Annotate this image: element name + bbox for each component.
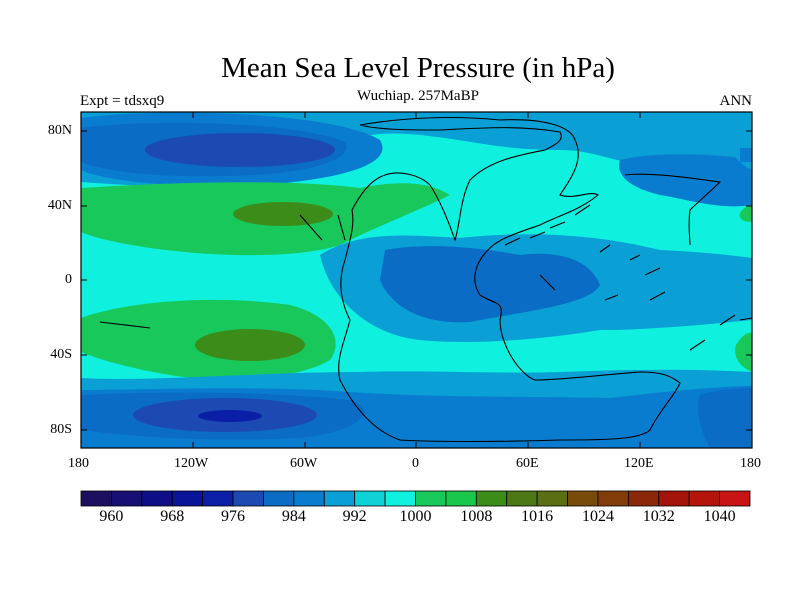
lon-tick-label: 120E (624, 456, 654, 471)
siberia-low (619, 154, 752, 207)
lat-tick-label: 40S (50, 347, 72, 362)
colorbar-swatch (384, 490, 416, 507)
colorbar-swatch (658, 490, 690, 507)
colorbar-swatch (567, 490, 599, 507)
colorbar-swatch (688, 490, 720, 507)
coastlines (99, 116, 753, 443)
east-coastline (624, 173, 722, 246)
colorbar-tick-label: 976 (221, 508, 246, 525)
colorbar-tick-label: 984 (281, 508, 306, 525)
colorbar-swatch (354, 490, 386, 507)
lat-tick-label: 40N (47, 198, 72, 213)
colorbar-swatch (597, 490, 629, 507)
lat-tick-label: 0 (65, 272, 72, 287)
north-pacific-low (145, 133, 335, 167)
colorbar-tick-label: 1032 (642, 508, 675, 525)
colorbar-swatch (232, 490, 264, 507)
east-high-indian (735, 332, 752, 372)
colorbar-swatch (202, 490, 234, 507)
colorbar-swatch (536, 490, 568, 507)
colorbar-swatch (415, 490, 447, 507)
corner-low (740, 148, 752, 162)
colorbar-tick-label: 992 (342, 508, 367, 525)
colorbar-swatch (475, 490, 508, 507)
lon-tick-label: 60W (290, 456, 318, 471)
colorbar-swatch (80, 490, 112, 507)
map-title: Mean Sea Level Pressure (in hPa) (221, 52, 615, 84)
axis-ticks (81, 112, 752, 448)
colorbar-tick-label: 1024 (581, 508, 614, 525)
lon-tick-label: 180 (740, 456, 761, 471)
southern-ocean-low-core (198, 410, 262, 422)
lat-tick-label: 80S (50, 422, 72, 437)
colorbar (80, 490, 751, 507)
colorbar-swatch (323, 490, 356, 507)
colorbar-swatch (111, 490, 143, 507)
north-pacific-high (233, 202, 333, 226)
colorbar-tick-label: 1000 (399, 508, 432, 525)
colorbar-swatch (293, 490, 325, 507)
colorbar-swatch (263, 490, 295, 507)
lon-tick-label: 0 (412, 456, 419, 471)
lat-tick-label: 80N (47, 123, 72, 138)
lon-tick-label: 180 (68, 456, 89, 471)
map-subtitle: Wuchiap. 257MaBP (357, 88, 479, 104)
season-label: ANN (719, 93, 753, 109)
colorbar-swatch (627, 490, 660, 507)
south-low-984-east (698, 388, 752, 448)
colorbar-swatch (506, 490, 538, 507)
east-high-north (739, 205, 752, 222)
colorbar-tick-label: 1016 (521, 508, 554, 525)
colorbar-tick-label: 968 (160, 508, 185, 525)
tethys-islands (99, 204, 753, 351)
colorbar-tick-label: 1008 (460, 508, 493, 525)
colorbar-tick-label: 1040 (703, 508, 736, 525)
lon-tick-label: 120W (174, 456, 209, 471)
colorbar-swatch (171, 490, 204, 507)
contour-fill (81, 112, 752, 448)
colorbar-swatch (445, 490, 477, 507)
pangaea-coastline (338, 116, 681, 443)
colorbar-tick-label: 960 (99, 508, 124, 525)
colorbar-swatch (141, 490, 173, 507)
tethys-low-988 (380, 246, 600, 323)
experiment-label: Expt = tdsxq9 (80, 93, 165, 109)
colorbar-swatch (719, 490, 751, 507)
lon-tick-label: 60E (516, 456, 539, 471)
south-pacific-high (195, 329, 305, 361)
